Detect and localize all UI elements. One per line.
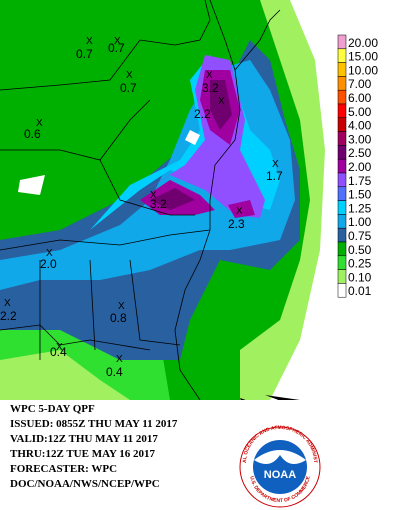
point-value: 1.7: [266, 169, 283, 183]
legend-label: 0.25: [348, 257, 372, 271]
marker: X: [272, 159, 279, 170]
legend-swatch: [337, 117, 347, 132]
info-line: DOC/NOAA/NWS/NCEP/WPC: [10, 478, 160, 490]
point-value: 0.7: [76, 47, 93, 61]
legend: 20.0015.0010.007.006.005.004.003.002.502…: [336, 34, 396, 299]
point-value: 2.2: [0, 309, 17, 323]
point-value: 0.4: [106, 365, 123, 379]
marker: X: [4, 298, 11, 309]
point-value: 3.2: [150, 197, 167, 211]
legend-label: 3.00: [348, 132, 372, 146]
marker: X: [116, 354, 123, 365]
legend-label: 10.00: [348, 63, 378, 77]
area-001: [270, 0, 335, 400]
info-line: VALID:12Z THU MAY 11 2017: [10, 433, 158, 445]
marker: X: [56, 342, 63, 353]
point-value: 2.2: [194, 107, 211, 121]
legend-label: 1.50: [348, 188, 372, 202]
point-value: 0.8: [110, 311, 127, 325]
logo-bird: [254, 450, 306, 464]
legend-swatch: [337, 48, 347, 63]
legend-swatch: [337, 241, 347, 257]
legend-label: 4.00: [348, 119, 372, 133]
logo-name: NOAA: [264, 469, 296, 481]
area-none: [18, 130, 200, 195]
info-line: WPC 5-DAY QPF: [10, 403, 95, 415]
point-value: 0.4: [50, 345, 67, 359]
legend-label: 0.10: [348, 270, 372, 284]
legend-label: 20.00: [348, 36, 378, 50]
legend-label: 0.50: [348, 243, 372, 257]
marker: X: [206, 70, 213, 81]
marker: X: [218, 96, 225, 107]
marker: X: [126, 70, 133, 81]
legend-swatch: [337, 269, 347, 284]
legend-swatch: [337, 200, 347, 215]
area-010-south: [0, 350, 130, 400]
legend-swatch: [337, 283, 347, 298]
legend-swatch: [337, 158, 347, 174]
legend-swatch: [337, 131, 347, 146]
point-value: 0.7: [108, 41, 125, 55]
legend-swatch: [337, 103, 347, 119]
marker: X: [114, 36, 121, 47]
legend-label: 1.25: [348, 201, 372, 215]
legend-swatch: [337, 214, 347, 229]
marker: X: [46, 248, 53, 259]
legend-label: 2.00: [348, 160, 372, 174]
area-250: [150, 80, 232, 210]
marker: X: [86, 36, 93, 47]
legend-swatch: [337, 172, 347, 188]
legend-swatch: [337, 227, 347, 243]
legend-swatch: [337, 255, 347, 270]
info-line: ISSUED: 0855Z THU MAY 11 2017: [10, 418, 178, 430]
legend-label: 5.00: [348, 105, 372, 119]
legend-label: 0.01: [348, 284, 372, 298]
legend-label: 15.00: [348, 50, 378, 64]
marker: X: [236, 206, 243, 217]
point-value: 0.7: [120, 81, 137, 95]
info-block: WPC 5-DAY QPF ISSUED: 0855Z THU MAY 11 20…: [10, 403, 178, 490]
legend-swatch: [337, 76, 347, 91]
precip-field: [0, 0, 335, 400]
marker: X: [118, 301, 125, 312]
footer-bg: [0, 400, 407, 510]
info-line: THRU:12Z TUE MAY 16 2017: [10, 448, 156, 460]
legend-label: 1.00: [348, 215, 372, 229]
legend-label: 1.75: [348, 174, 372, 188]
marker: X: [150, 190, 157, 201]
legend-swatch: [337, 62, 347, 77]
marker: X: [36, 118, 43, 129]
logo-disc: [253, 440, 307, 494]
legend-label: 0.75: [348, 229, 372, 243]
point-value: 0.6: [24, 127, 41, 141]
legend-swatch: [337, 186, 347, 201]
legend-label: 7.00: [348, 77, 372, 91]
legend-swatch: [337, 34, 347, 50]
point-value: 2.3: [228, 217, 245, 231]
point-labels: X 0.7 X 0.7 X 0.7 X 0.6 X 3.2 X 2.2 X 1.…: [0, 36, 283, 379]
legend-label: 2.50: [348, 146, 372, 160]
point-value: 2.0: [40, 257, 57, 271]
borders: [0, 0, 281, 401]
point-value: 3.2: [202, 81, 219, 95]
legend-swatch: [337, 145, 347, 160]
legend-label: 6.00: [348, 91, 372, 105]
legend-swatch: [337, 89, 347, 105]
info-line: FORECASTER: WPC: [10, 463, 117, 475]
